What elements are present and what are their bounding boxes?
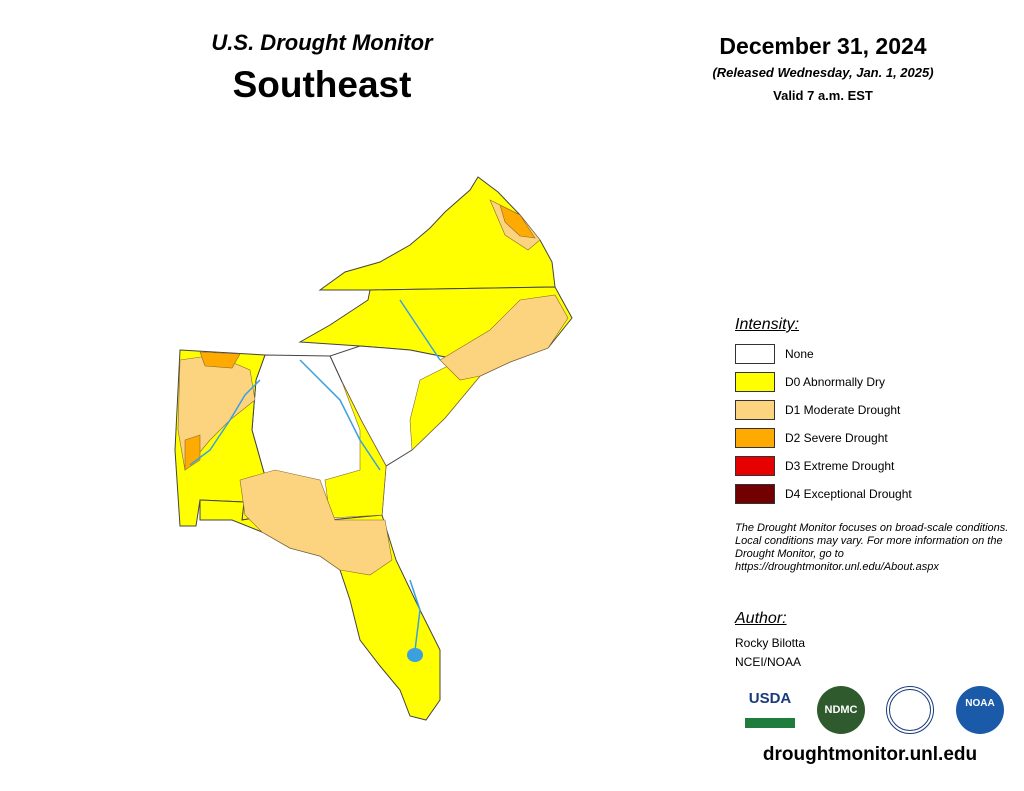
release-date: (Released Wednesday, Jan. 1, 2025) — [712, 65, 934, 80]
region-title: Southeast — [232, 64, 412, 105]
d2-area — [199, 351, 241, 369]
author-org: NCEI/NOAA — [735, 655, 802, 669]
doc-logo — [886, 686, 934, 734]
legend-label: D1 Moderate Drought — [785, 403, 901, 417]
author-name: Rocky Bilotta — [735, 636, 806, 650]
legend-swatch — [735, 372, 775, 392]
author-title: Author: — [735, 610, 787, 627]
d1-area — [439, 294, 569, 381]
legend-swatch — [735, 344, 775, 364]
legend-swatch — [735, 400, 775, 420]
usda-logo: USDA — [745, 690, 795, 728]
d1-area — [239, 469, 393, 576]
map-date: December 31, 2024 — [719, 33, 927, 59]
ndmc-logo: NDMC — [817, 686, 865, 734]
footer-url: droughtmonitor.unl.edu — [762, 744, 978, 765]
legend-label: D0 Abnormally Dry — [785, 375, 886, 389]
legend-title: Intensity: — [735, 316, 800, 333]
legend-swatch — [735, 428, 775, 448]
disclaimer-note: The Drought Monitor focuses on broad-sca… — [735, 522, 1009, 573]
valid-time: Valid 7 a.m. EST — [773, 88, 873, 103]
map-title: U.S. Drought Monitor — [211, 30, 433, 55]
legend-label: D3 Extreme Drought — [785, 459, 895, 473]
drought-map — [174, 176, 573, 721]
legend-label: D4 Exceptional Drought — [785, 487, 912, 501]
legend-swatch — [735, 456, 775, 476]
noaa-logo: NOAA — [956, 686, 1004, 734]
legend-label: D2 Severe Drought — [785, 431, 888, 445]
lake-okeechobee — [407, 648, 423, 662]
legend-swatch — [735, 484, 775, 504]
river — [189, 299, 441, 651]
legend-label: None — [785, 347, 814, 361]
d2-area — [499, 204, 536, 239]
